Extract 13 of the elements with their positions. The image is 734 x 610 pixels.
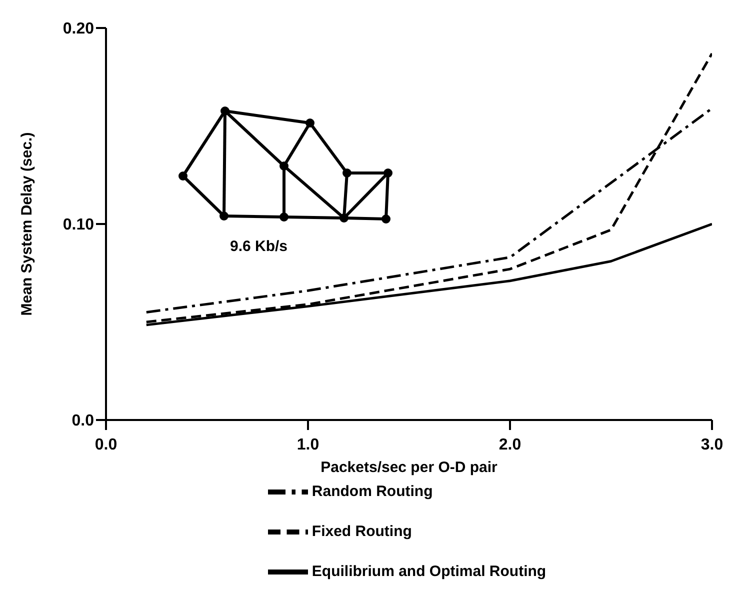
x-axis-title: Packets/sec per O-D pair xyxy=(320,459,498,476)
legend-label: Random Routing xyxy=(312,482,433,500)
y-tick-label: 0.10 xyxy=(62,216,94,234)
y-axis-title: Mean System Delay (sec.) xyxy=(18,132,36,316)
x-tick-label: 2.0 xyxy=(498,436,522,454)
x-tick-label: 1.0 xyxy=(296,436,320,454)
annotation: 9.6 Kb/s xyxy=(230,238,288,255)
legend-label: Equilibrium and Optimal Routing xyxy=(312,562,546,580)
x-tick-label: 0.0 xyxy=(94,436,118,454)
legend-label: Fixed Routing xyxy=(312,522,412,540)
y-tick-label: 0.0 xyxy=(72,412,94,430)
x-tick-label: 3.0 xyxy=(700,436,724,454)
y-tick-label: 0.20 xyxy=(62,20,94,38)
